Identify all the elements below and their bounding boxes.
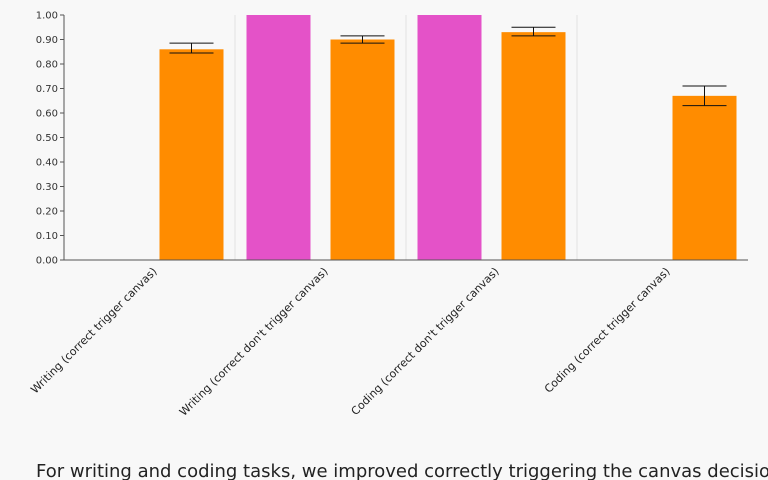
y-tick-label: 0.40 <box>36 158 58 169</box>
y-tick-label: 0.50 <box>36 133 58 144</box>
error-bars <box>169 26 727 107</box>
y-tick-label: 0.10 <box>36 231 58 242</box>
y-tick-label: 0.90 <box>36 35 58 46</box>
y-tick-label: 0.20 <box>36 207 58 218</box>
bar <box>672 95 737 260</box>
y-tick-label: 0.70 <box>36 84 58 95</box>
category-label: Writing (correct trigger canvas) <box>28 265 159 396</box>
chart-caption: For writing and coding tasks, we improve… <box>36 461 768 480</box>
y-tick-label: 0.30 <box>36 182 58 193</box>
category-label: Writing (correct don't trigger canvas) <box>177 265 331 419</box>
bars <box>159 15 737 261</box>
y-tick-label: 0.00 <box>36 256 58 267</box>
y-tick-label: 1.00 <box>36 11 58 22</box>
bar-chart: 0.00 0.10 0.20 0.30 0.40 0.50 0.60 0.70 0.80 0.90… <box>28 11 748 419</box>
category-separators <box>234 15 578 260</box>
bar <box>159 49 224 260</box>
y-tick-labels: 0.00 0.10 0.20 0.30 0.40 0.50 0.60 0.70 0.80 0.90… <box>36 11 64 267</box>
bar <box>330 39 395 260</box>
category-label: Coding (correct don't trigger canvas) <box>349 265 502 418</box>
category-label: Coding (correct trigger canvas) <box>542 265 673 396</box>
bar <box>501 32 566 261</box>
y-tick-label: 0.80 <box>36 60 58 71</box>
bar <box>417 15 482 260</box>
x-category-labels: Writing (correct trigger canvas) Writing … <box>28 265 672 419</box>
y-tick-label: 0.60 <box>36 109 58 120</box>
bar <box>246 15 311 260</box>
